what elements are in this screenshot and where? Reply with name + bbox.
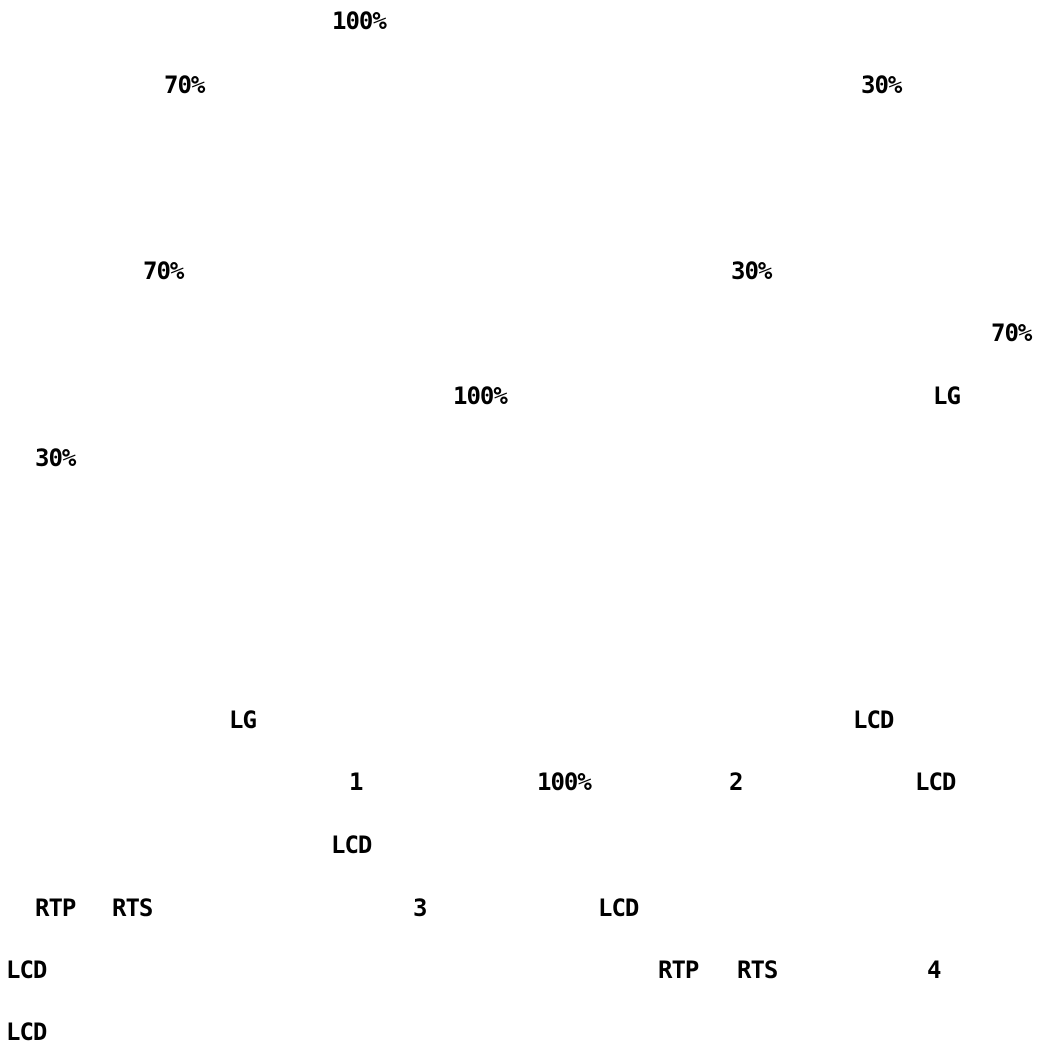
text-fragment: LCD [915,768,956,796]
text-fragment: 70% [143,257,184,285]
text-fragment: 30% [731,257,772,285]
text-fragment: RTP [658,956,699,984]
text-fragment: 1 [349,768,363,796]
text-fragment: 70% [991,319,1032,347]
text-fragment: 100% [453,382,508,410]
text-fragment: 100% [332,7,387,35]
text-fragment: RTP [35,894,76,922]
text-fragment: 3 [413,894,427,922]
text-fragment: 100% [537,768,592,796]
text-fragment: 70% [164,71,205,99]
text-fragment: 30% [861,71,902,99]
text-fragment: 2 [729,768,743,796]
text-fragment: LCD [598,894,639,922]
text-fragment: 30% [35,444,76,472]
text-fragment: LCD [331,831,372,859]
text-fragment: LG [933,382,961,410]
text-fragment: RTS [737,956,778,984]
text-fragment: 4 [927,956,941,984]
text-fragment: LCD [6,956,47,984]
text-fragment: RTS [112,894,153,922]
text-fragment: LG [229,706,257,734]
text-fragment: LCD [853,706,894,734]
text-fragment: LCD [6,1018,47,1046]
